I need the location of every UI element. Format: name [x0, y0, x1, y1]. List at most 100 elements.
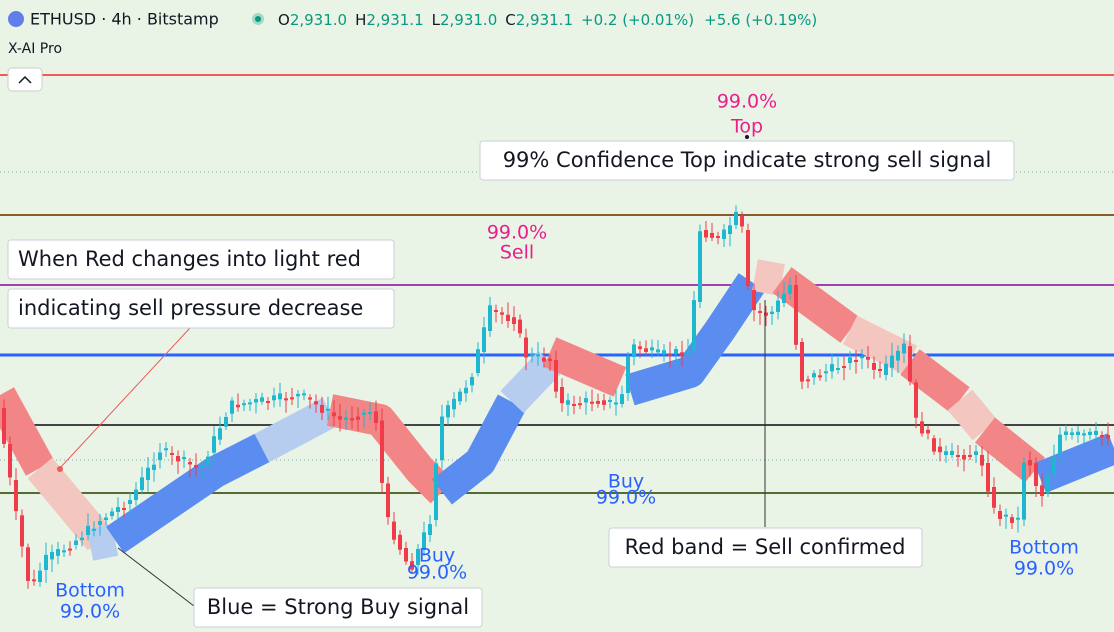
- candle-body: [956, 455, 960, 457]
- band: [625, 273, 766, 406]
- signal-label: Bottom: [1009, 537, 1079, 559]
- candle-body: [476, 349, 480, 373]
- candle-body: [350, 418, 354, 421]
- candle-body: [482, 327, 486, 352]
- ohlc-key: H: [355, 11, 366, 29]
- candle-body: [452, 398, 456, 410]
- candle-body: [800, 342, 804, 382]
- candle-body: [734, 211, 738, 225]
- status-dot: [255, 16, 261, 22]
- candle-body: [194, 465, 198, 468]
- bands: [0, 259, 1114, 561]
- candle-body: [962, 455, 966, 460]
- band: [900, 349, 970, 413]
- ohlc-value: 2,931.0: [440, 11, 497, 29]
- candle-body: [980, 455, 984, 466]
- candle-body: [896, 350, 900, 361]
- candle-body: [446, 405, 450, 418]
- candle-body: [572, 404, 576, 406]
- candle-body: [1082, 433, 1086, 436]
- candle-body: [470, 377, 474, 386]
- candle-body: [296, 393, 300, 397]
- candle-body: [344, 417, 348, 420]
- candle-body: [410, 561, 414, 570]
- signal-label: Sell: [500, 242, 534, 264]
- candle-body: [926, 429, 930, 434]
- callout-text: 99% Confidence Top indicate strong sell …: [503, 148, 992, 172]
- band: [1033, 433, 1114, 493]
- ohlc-value: 2,931.0: [290, 11, 347, 29]
- candle-body: [626, 356, 630, 393]
- candle-body: [1052, 457, 1056, 474]
- candle-body: [278, 393, 282, 400]
- candle-body: [656, 349, 660, 353]
- levels: [0, 74, 1114, 494]
- candle-body: [266, 401, 270, 403]
- band: [106, 433, 270, 554]
- candle-body: [500, 312, 504, 315]
- candle-body: [866, 357, 870, 360]
- candle-body: [104, 517, 108, 520]
- candle-body: [404, 548, 408, 562]
- candle-body: [596, 401, 600, 404]
- candle-body: [392, 521, 396, 540]
- candle-body: [524, 337, 528, 358]
- signal-confidence: 99.0%: [487, 222, 547, 244]
- band: [432, 394, 527, 505]
- candle-body: [368, 411, 372, 414]
- candle-body: [158, 452, 162, 460]
- candle-body: [1034, 463, 1038, 486]
- candle-body: [332, 412, 336, 417]
- candle-body: [98, 521, 102, 525]
- candle-body: [56, 549, 60, 556]
- candle-body: [854, 360, 858, 362]
- band: [752, 259, 785, 296]
- candle-body: [938, 446, 942, 453]
- signal-label: Buy: [419, 545, 455, 567]
- indicator-name: X-AI Pro: [8, 41, 62, 57]
- candle-body: [164, 448, 168, 451]
- callout-box: [608, 527, 923, 568]
- candle-body: [428, 524, 432, 535]
- candle-body: [758, 311, 762, 313]
- collapse-button[interactable]: [7, 67, 43, 92]
- candle-body: [740, 216, 744, 227]
- candle-body: [716, 236, 720, 238]
- candle-body: [212, 436, 216, 453]
- chevron-icon: [18, 75, 32, 84]
- candle-body: [44, 554, 48, 570]
- candle-body: [422, 532, 426, 550]
- anchor-dot: [745, 135, 749, 139]
- candle-body: [308, 397, 312, 400]
- candle-body: [182, 457, 186, 460]
- candle-body: [1010, 517, 1014, 523]
- candle-body: [386, 483, 390, 518]
- change: +0.2 (+0.01%): [581, 11, 694, 29]
- candle-body: [560, 387, 564, 404]
- signal-confidence: 99.0%: [407, 562, 467, 584]
- candle-body: [1058, 434, 1062, 455]
- band: [543, 337, 627, 397]
- candle-body: [806, 379, 810, 382]
- candle-body: [110, 511, 114, 516]
- candle-body: [776, 300, 780, 312]
- candle-body: [818, 375, 822, 378]
- signal-confidence: 99.0%: [717, 91, 777, 113]
- candle-body: [122, 508, 126, 510]
- candle-body: [848, 357, 852, 363]
- candle-body: [902, 343, 906, 354]
- candle-body: [200, 465, 204, 468]
- candle-body: [1028, 460, 1032, 466]
- callout-text: Blue = Strong Buy signal: [207, 595, 469, 619]
- candle-body: [458, 391, 462, 402]
- candle-body: [134, 489, 138, 500]
- ohlc-value: 2,931.1: [366, 11, 423, 29]
- candle-body: [548, 358, 552, 361]
- candle-body: [710, 233, 714, 238]
- signal-confidence: 99.0%: [60, 601, 120, 623]
- band: [86, 524, 119, 561]
- candle-body: [620, 394, 624, 404]
- candle-body: [374, 411, 378, 424]
- candle-body: [26, 547, 30, 581]
- candle-body: [632, 344, 636, 357]
